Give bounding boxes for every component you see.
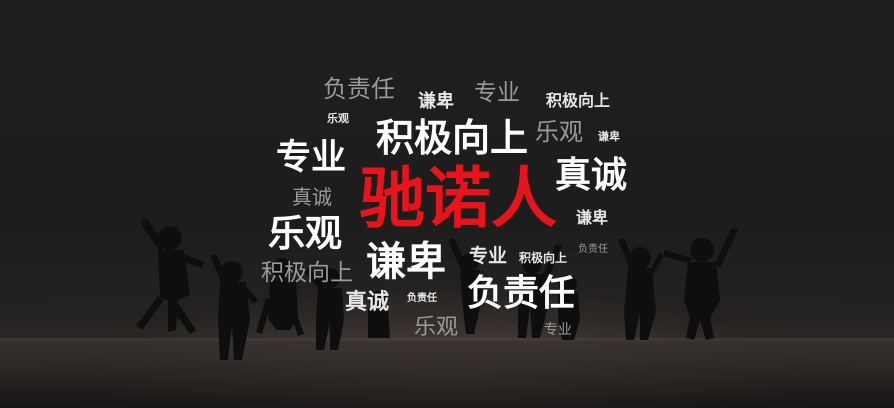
word-professional: 专业: [469, 245, 508, 267]
word-professional: 专业: [544, 322, 572, 338]
word-sincere: 真诚: [292, 185, 332, 209]
word-positive: 积极向上: [546, 91, 611, 110]
word-sincere: 真诚: [555, 155, 628, 196]
word-responsible: 负责任: [407, 293, 437, 304]
word-professional: 专业: [474, 80, 520, 106]
word-humble: 谦卑: [366, 239, 446, 285]
word-professional: 专业: [276, 138, 347, 178]
word-humble: 谦卑: [576, 208, 609, 227]
word-humble: 谦卑: [598, 130, 620, 143]
word-responsible: 负责任: [467, 273, 576, 314]
word-optimistic: 乐观: [414, 315, 459, 340]
word-optimistic: 乐观: [535, 118, 583, 146]
word-humble: 谦卑: [418, 91, 454, 112]
word-optimistic: 乐观: [327, 112, 349, 125]
word-positive: 积极向上: [261, 260, 353, 286]
word-optimistic: 乐观: [268, 212, 342, 255]
word-positive: 积极向上: [519, 251, 568, 265]
word-responsible: 负责任: [578, 244, 608, 255]
word-sincere: 真诚: [345, 290, 390, 315]
word-positive: 积极向上: [376, 116, 529, 160]
word-responsible: 负责任: [323, 75, 395, 103]
brand-name: 驰诺人: [359, 160, 557, 237]
